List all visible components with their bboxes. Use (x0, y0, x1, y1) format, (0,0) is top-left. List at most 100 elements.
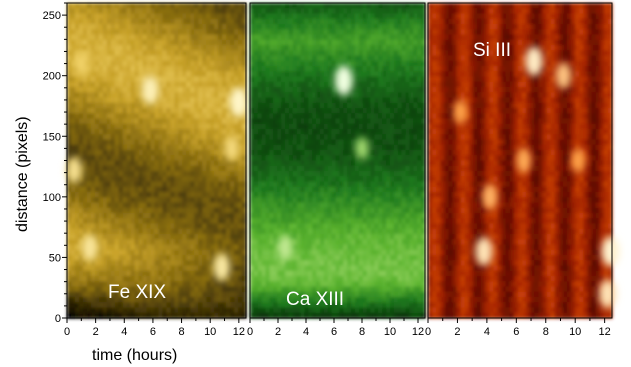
heatmap-cell (190, 176, 195, 183)
heatmap-cell (370, 55, 376, 62)
heatmap-cell (214, 165, 219, 172)
heatmap-cell (78, 87, 84, 93)
heatmap-cell (118, 129, 124, 135)
heatmap-cell (222, 171, 227, 177)
heatmap-cell (339, 97, 344, 104)
heatmap-cell (331, 155, 337, 162)
heatmap-cell (186, 76, 191, 83)
heatmap-cell (242, 71, 247, 78)
heatmap-cell (374, 144, 379, 151)
heatmap-cell (253, 223, 259, 230)
heatmap-cell (296, 45, 302, 51)
heatmap-cell (186, 223, 191, 230)
heatmap-cell (253, 281, 259, 288)
heatmap-cell (174, 123, 179, 130)
heatmap-cell (355, 118, 360, 125)
heatmap-cell (285, 291, 290, 298)
heatmap-cell (351, 87, 356, 93)
heatmap-cell (226, 60, 231, 67)
heatmap-cell (126, 291, 132, 298)
heatmap-cell (94, 312, 100, 319)
heatmap-cell (261, 281, 267, 288)
heatmap-cell (358, 45, 364, 51)
heatmap-cell (331, 8, 337, 15)
heatmap-cell (162, 160, 168, 167)
heatmap-cell (230, 270, 235, 277)
heatmap-cell (226, 129, 231, 135)
heatmap-cell (320, 92, 325, 99)
heatmap-cell (67, 150, 72, 156)
heatmap-cell (308, 123, 313, 130)
heatmap-cells (67, 3, 247, 319)
heatmap-cell (134, 249, 140, 256)
heatmap-cell (70, 97, 76, 104)
heatmap-cell (230, 228, 235, 235)
heatmap-cell (206, 181, 211, 188)
heatmap-cell (362, 260, 368, 267)
heatmap-cell (351, 3, 356, 9)
heatmap-cell (102, 160, 108, 167)
heatmap-cell (142, 244, 148, 251)
heatmap-cell (316, 297, 321, 303)
heatmap-cell (242, 118, 247, 125)
heatmap-cell (67, 218, 72, 225)
heatmap-cell (382, 202, 387, 209)
heatmap-cell (162, 265, 168, 272)
heatmap-cell (378, 118, 383, 125)
heatmap-cell (186, 171, 191, 177)
heatmap-cell (170, 202, 175, 209)
heatmap-cell (74, 3, 80, 9)
heatmap-cell (285, 8, 290, 15)
heatmap-cell (370, 197, 376, 204)
heatmap-cell (323, 97, 329, 104)
heatmap-cell (134, 76, 140, 83)
heatmap-cell (277, 50, 282, 57)
heatmap-cell (186, 55, 191, 62)
heatmap-cell (230, 81, 235, 88)
heatmap-cell (94, 87, 100, 93)
heatmap-cell (234, 276, 239, 282)
heatmap-cell (343, 234, 348, 240)
heatmap-cell (285, 213, 290, 219)
heatmap-cell (126, 192, 132, 198)
heatmap-cell (94, 192, 100, 198)
heatmap-cell (390, 192, 395, 198)
heatmap-cell (190, 202, 195, 209)
heatmap-cell (170, 186, 175, 193)
heatmap-cell (273, 228, 278, 235)
heatmap-cell (206, 66, 211, 72)
heatmap-cell (288, 134, 294, 141)
heatmap-cell (300, 71, 306, 78)
heatmap-cell (358, 29, 364, 36)
heatmap-cell (202, 244, 207, 251)
heatmap-cell (106, 234, 112, 240)
heatmap-cell (178, 218, 183, 225)
heatmap-cell (335, 276, 341, 282)
heatmap-cell (114, 97, 120, 104)
heatmap-cell (182, 66, 187, 72)
heatmap-cell (300, 92, 306, 99)
heatmap-cell (146, 165, 152, 172)
heatmap-cell (366, 150, 372, 156)
heatmap-cell (130, 186, 136, 193)
heatmap-cell (178, 81, 183, 88)
heatmap-cell (285, 129, 290, 135)
heatmap-cell (386, 260, 391, 267)
heatmap-cell (261, 249, 267, 256)
heatmap-cell (261, 108, 267, 114)
heatmap-cell (114, 129, 120, 135)
heatmap-cell (386, 66, 391, 72)
heatmap-cell (355, 234, 360, 240)
heatmap-cell (362, 197, 368, 204)
heatmap-cell (351, 97, 356, 104)
heatmap-cell (269, 13, 274, 20)
heatmap-cell (170, 39, 175, 46)
heatmap-cell (130, 202, 136, 209)
heatmap-cell (194, 92, 199, 99)
heatmap-cell (269, 223, 274, 230)
heatmap-cell (366, 291, 372, 298)
heatmap-cell (166, 228, 172, 235)
heatmap-cell (269, 302, 274, 309)
heatmap-cell (277, 197, 282, 204)
heatmap-cell (316, 181, 321, 188)
